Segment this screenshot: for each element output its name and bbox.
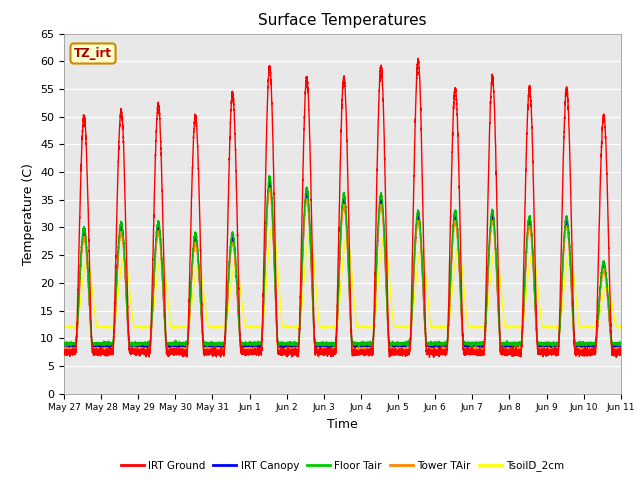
Text: TZ_irt: TZ_irt — [74, 47, 112, 60]
X-axis label: Time: Time — [327, 418, 358, 431]
Legend: IRT Ground, IRT Canopy, Floor Tair, Tower TAir, TsoilD_2cm: IRT Ground, IRT Canopy, Floor Tair, Towe… — [116, 456, 568, 476]
Title: Surface Temperatures: Surface Temperatures — [258, 13, 427, 28]
Y-axis label: Temperature (C): Temperature (C) — [22, 163, 35, 264]
